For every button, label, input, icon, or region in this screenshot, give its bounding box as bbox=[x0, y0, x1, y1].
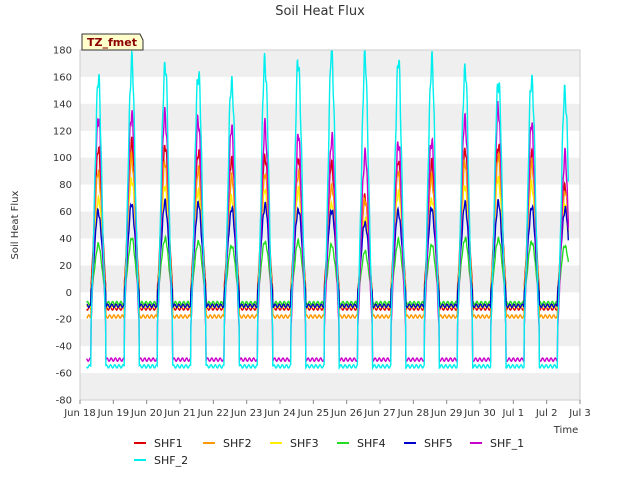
x-tick-label: Jul 3 bbox=[568, 408, 591, 419]
x-tick-label: Jun 29 bbox=[430, 408, 463, 419]
y-tick-label: 20 bbox=[59, 261, 72, 272]
x-tick-label: Jul 1 bbox=[502, 408, 525, 419]
x-tick-label: Jun 18 bbox=[63, 408, 96, 419]
series-lines bbox=[86, 50, 569, 371]
x-tick-label: Jun 26 bbox=[330, 408, 363, 419]
grid-band bbox=[80, 373, 580, 400]
y-tick-label: 160 bbox=[53, 72, 72, 83]
legend-label: SHF3 bbox=[290, 437, 319, 450]
y-tick-label: -20 bbox=[56, 315, 72, 326]
grid-band bbox=[80, 319, 580, 347]
annotation-box: TZ_fmet bbox=[81, 33, 144, 51]
x-tick-label: Jun 27 bbox=[363, 408, 396, 419]
legend-label: SHF_2 bbox=[154, 454, 188, 467]
legend-label: SHF_1 bbox=[490, 437, 524, 450]
x-tick-label: Jun 21 bbox=[163, 408, 196, 419]
plot-frame bbox=[79, 49, 581, 401]
y-tick-label: 0 bbox=[66, 288, 72, 299]
y-tick-label: 180 bbox=[53, 46, 72, 57]
y-axis-ticks: -80 -60 -40 -20 0 20 40 60 80 100 120 140 160 180 bbox=[53, 46, 72, 407]
grid-band bbox=[80, 265, 580, 293]
x-tick-label: Jun 28 bbox=[397, 408, 430, 419]
y-tick-label: -80 bbox=[56, 396, 72, 407]
y-tick-label: 120 bbox=[53, 126, 72, 137]
legend-label: SHF1 bbox=[154, 437, 183, 450]
annotation-label: TZ_fmet bbox=[87, 36, 137, 49]
chart-title: Soil Heat Flux bbox=[275, 4, 365, 19]
x-tick-label: Jun 23 bbox=[230, 408, 263, 419]
legend: SHF1 SHF2 SHF3 SHF4 SHF5 SHF_1 SHF_2 bbox=[134, 437, 524, 467]
x-axis-label: Time bbox=[553, 425, 578, 436]
y-tick-label: 40 bbox=[59, 234, 72, 245]
x-tick-label: Jun 22 bbox=[197, 408, 230, 419]
x-axis-ticks: Jun 18 Jun 19 Jun 20 Jun 21 Jun 22 Jun 23 Jun … bbox=[63, 400, 591, 419]
legend-label: SHF4 bbox=[357, 437, 386, 450]
y-axis-label: Soil Heat Flux bbox=[10, 190, 21, 259]
series-line-shf-2 bbox=[86, 50, 569, 371]
grid-band bbox=[80, 103, 580, 131]
y-tick-label: 80 bbox=[59, 180, 72, 191]
x-tick-label: Jun 24 bbox=[263, 408, 296, 419]
x-tick-label: Jun 25 bbox=[297, 408, 330, 419]
legend-label: SHF2 bbox=[223, 437, 252, 450]
y-tick-label: 60 bbox=[59, 207, 72, 218]
x-tick-label: Jun 30 bbox=[463, 408, 496, 419]
series-line-shf-1 bbox=[86, 100, 569, 364]
y-tick-label: -40 bbox=[56, 342, 72, 353]
x-tick-label: Jul 2 bbox=[535, 408, 558, 419]
x-tick-label: Jun 20 bbox=[130, 408, 163, 419]
x-tick-label: Jun 19 bbox=[97, 408, 130, 419]
y-tick-label: 100 bbox=[53, 153, 72, 164]
y-tick-label: -60 bbox=[56, 369, 72, 380]
y-tick-label: 140 bbox=[53, 99, 72, 110]
legend-label: SHF5 bbox=[424, 437, 453, 450]
